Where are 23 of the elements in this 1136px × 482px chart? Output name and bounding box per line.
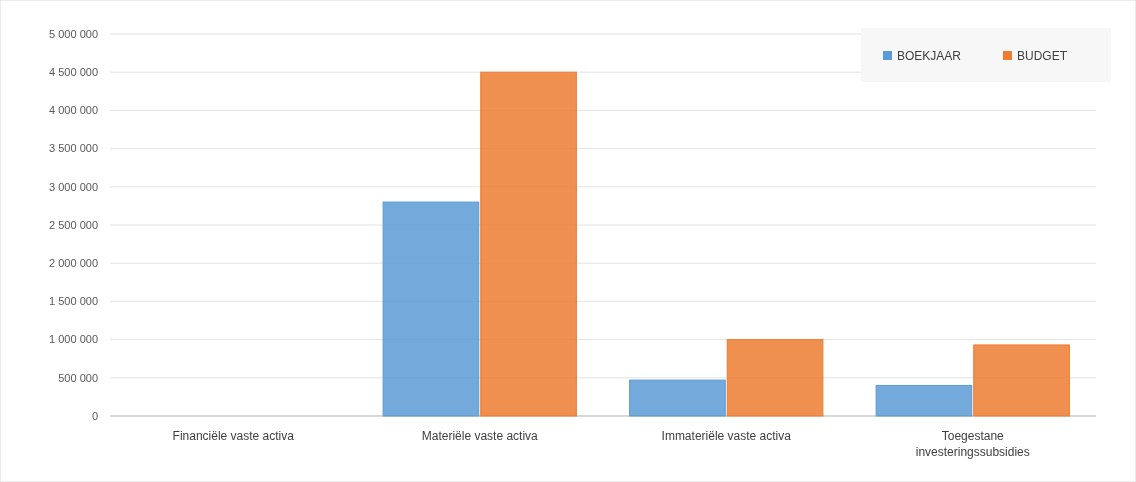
y-tick-label: 1 000 000 [49,333,98,346]
bar [382,201,480,417]
y-tick-label: 3 000 000 [49,180,98,193]
x-tick-label: Immateriële vaste activa [661,429,792,443]
bar [726,339,824,417]
x-tick-label: Toegestane investeringssubsidies [915,429,1030,459]
legend-label: BUDGET [1017,49,1068,64]
y-tick-label: 5 000 000 [49,27,98,40]
y-tick-label: 1 500 000 [49,295,98,308]
x-tick-label: Materiële vaste activa [421,429,539,443]
y-tick-label: 4 500 000 [49,66,98,79]
x-tick-label: Financiële vaste activa [172,429,295,443]
y-tick-label: 3 500 000 [49,142,98,155]
y-tick-label: 2 000 000 [49,257,98,270]
legend-label: BOEKJAAR [897,49,962,64]
bar [629,379,726,417]
bar [480,71,577,417]
y-tick-label: 2 500 000 [49,218,98,231]
bar [875,384,973,417]
bar [973,344,1070,417]
y-tick-label: 500 000 [58,371,98,384]
y-tick-label: 0 [91,409,98,422]
y-tick-label: 4 000 000 [49,104,98,117]
